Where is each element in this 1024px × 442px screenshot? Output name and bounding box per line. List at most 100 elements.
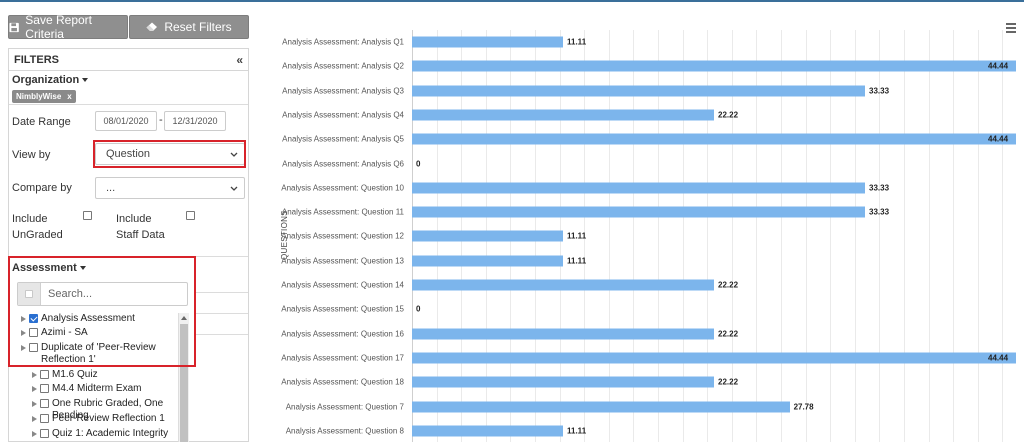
include-ungraded-label: Include UnGraded xyxy=(12,211,63,243)
expand-arrow-icon[interactable] xyxy=(32,372,37,378)
save-report-criteria-button[interactable]: Save Report Criteria xyxy=(8,13,128,41)
assessment-checkbox[interactable] xyxy=(40,399,49,408)
assessment-item-label: M4.4 Midterm Exam xyxy=(52,383,142,394)
bar-4[interactable] xyxy=(412,133,1016,145)
category-tick-label: Analysis Assessment: Question 8 xyxy=(285,426,404,436)
bar-0[interactable] xyxy=(412,36,563,48)
assessment-checkbox[interactable] xyxy=(40,429,49,438)
category-tick-label: Analysis Assessment: Question 18 xyxy=(281,377,404,387)
chart-gridline xyxy=(756,30,758,442)
assessment-item[interactable]: Analysis Assessment xyxy=(21,313,181,325)
assessment-label: Assessment xyxy=(12,262,77,274)
bar-value-label: 44.44 xyxy=(988,353,1009,363)
date-range-label: Date Range xyxy=(12,116,71,128)
filters-title: FILTERS xyxy=(14,53,60,66)
category-tick-label: Analysis Assessment: Question 11 xyxy=(281,207,404,217)
bar-value-label: 0 xyxy=(416,159,421,168)
assessment-item[interactable]: Duplicate of 'Peer-Review Reflection 1' xyxy=(21,342,181,366)
view-by-value: Question xyxy=(106,148,151,160)
category-tick-label: Analysis Assessment: Question 15 xyxy=(281,304,404,314)
bar-value-label: 27.78 xyxy=(793,402,814,411)
assessment-item[interactable]: M1.6 Quiz xyxy=(32,369,192,381)
bar-13[interactable] xyxy=(412,352,1016,364)
assessment-checkbox[interactable] xyxy=(40,384,49,393)
expand-arrow-icon[interactable] xyxy=(32,431,37,437)
chevron-down-icon xyxy=(230,152,238,157)
expand-arrow-icon[interactable] xyxy=(21,345,26,351)
expand-arrow-icon[interactable] xyxy=(21,316,26,322)
scroll-up-arrow-icon[interactable] xyxy=(181,316,187,320)
bar-value-label: 0 xyxy=(416,304,421,314)
assessment-checkbox[interactable] xyxy=(40,414,49,423)
bar-9[interactable] xyxy=(412,255,563,267)
expand-arrow-icon[interactable] xyxy=(32,416,37,422)
bar-12[interactable] xyxy=(412,328,714,340)
hamburger-menu-icon[interactable] xyxy=(1006,23,1016,35)
divider xyxy=(196,334,248,335)
bar-15[interactable] xyxy=(412,401,790,412)
expand-arrow-icon[interactable] xyxy=(32,386,37,392)
chart-gridline xyxy=(707,30,709,442)
chevron-down-icon xyxy=(230,186,238,191)
bar-7[interactable] xyxy=(412,206,865,218)
expand-arrow-icon[interactable] xyxy=(32,401,37,407)
category-tick-label: Analysis Assessment: Question 13 xyxy=(281,256,404,266)
bar-14[interactable] xyxy=(412,376,714,388)
assessment-item-label: Azimi - SA xyxy=(41,327,88,338)
category-tick-label: Analysis Assessment: Question 16 xyxy=(281,329,404,339)
assessment-item[interactable]: One Rubric Graded, One Pending xyxy=(32,398,192,422)
bar-10[interactable] xyxy=(412,279,714,291)
divider xyxy=(196,292,248,293)
assessment-checkbox[interactable] xyxy=(29,343,38,352)
search-placeholder: Search... xyxy=(48,288,93,300)
assessment-item[interactable]: Azimi - SA xyxy=(21,327,181,339)
expand-arrow-icon[interactable] xyxy=(21,330,26,336)
include-staff-checkbox[interactable] xyxy=(186,211,195,220)
chart-gridline xyxy=(904,30,905,442)
chart-gridline xyxy=(830,30,832,442)
bar-8[interactable] xyxy=(412,230,563,242)
highlight-box-assessment xyxy=(8,256,196,367)
bar-value-label: 22.22 xyxy=(718,377,739,387)
bar-value-label: 33.33 xyxy=(869,86,890,96)
assessment-search-input[interactable]: Search... xyxy=(17,282,188,306)
chart-gridline xyxy=(781,30,782,442)
bar-6[interactable] xyxy=(412,182,865,194)
assessment-item-label: M1.6 Quiz xyxy=(52,369,98,380)
assessment-item[interactable]: Peer-Review Reflection 1 xyxy=(32,413,192,425)
compare-by-label: Compare by xyxy=(12,182,72,194)
bar-1[interactable] xyxy=(412,60,1016,72)
assessment-checkbox[interactable] xyxy=(29,314,38,323)
include-staff-label: Include Staff Data xyxy=(116,211,165,243)
date-from-input[interactable]: 08/01/2020 xyxy=(95,111,157,131)
compare-by-select[interactable]: ... xyxy=(95,177,245,199)
scrollbar-thumb[interactable] xyxy=(180,324,188,442)
assessment-item[interactable]: Quiz 1: Academic Integrity xyxy=(32,428,192,440)
chart-gridline xyxy=(658,30,659,442)
assessment-list-scrollbar[interactable] xyxy=(178,313,189,442)
assessment-item-label: Quiz 1: Academic Integrity xyxy=(52,428,169,439)
date-separator: - xyxy=(159,114,163,126)
assessment-checkbox[interactable] xyxy=(29,328,38,337)
include-ungraded-checkbox[interactable] xyxy=(83,211,92,220)
bar-2[interactable] xyxy=(412,85,865,97)
reset-filters-button[interactable]: Reset Filters xyxy=(129,15,249,39)
collapse-panel-icon[interactable]: « xyxy=(236,52,243,67)
category-tick-label: Analysis Assessment: Question 12 xyxy=(281,231,404,241)
organization-chip: NimblyWise x xyxy=(12,90,76,103)
organization-dropdown[interactable]: Organization xyxy=(12,74,89,86)
chart-gridline xyxy=(633,30,635,442)
bar-value-label: 44.44 xyxy=(988,61,1009,71)
bar-16[interactable] xyxy=(412,425,563,437)
remove-chip-icon[interactable]: x xyxy=(67,92,72,101)
assessment-checkbox[interactable] xyxy=(40,370,49,379)
category-tick-label: Analysis Assessment: Question 17 xyxy=(281,353,404,363)
select-all-checkbox[interactable] xyxy=(18,283,41,305)
assessment-dropdown[interactable]: Assessment xyxy=(12,262,86,274)
category-tick-label: Analysis Assessment: Analysis Q3 xyxy=(282,86,404,96)
bar-3[interactable] xyxy=(412,109,714,121)
eraser-icon xyxy=(146,22,158,31)
date-to-input[interactable]: 12/31/2020 xyxy=(164,111,226,131)
assessment-item[interactable]: M4.4 Midterm Exam xyxy=(32,383,192,395)
chart-gridline xyxy=(879,30,881,442)
